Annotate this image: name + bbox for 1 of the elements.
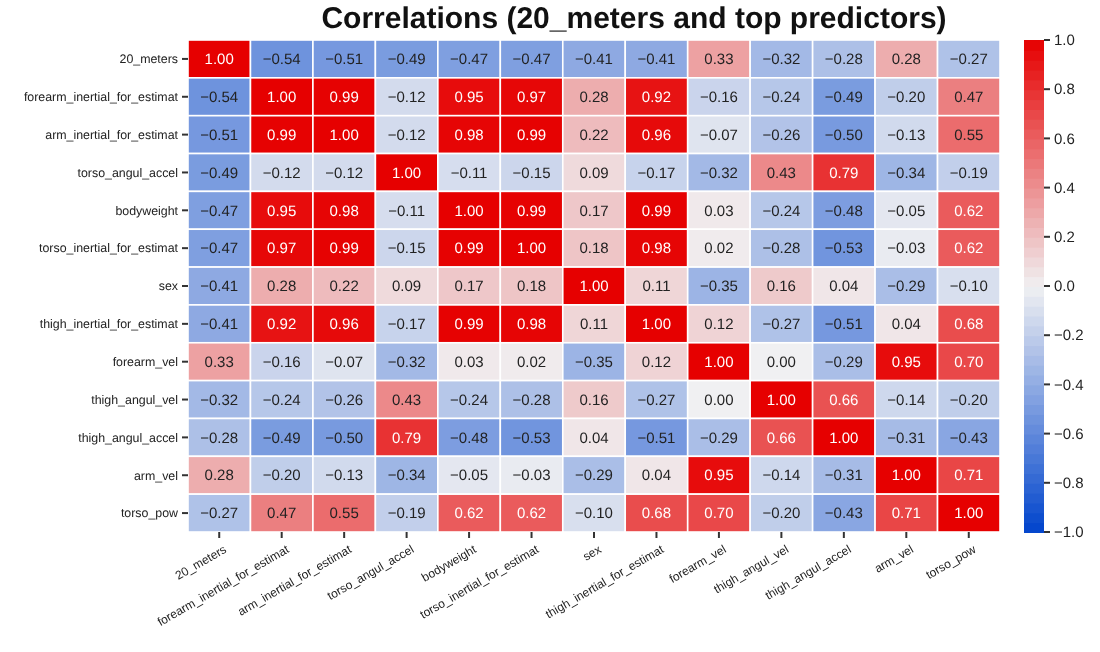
- chart-title: Correlations (20_meters and top predictors): [321, 2, 947, 36]
